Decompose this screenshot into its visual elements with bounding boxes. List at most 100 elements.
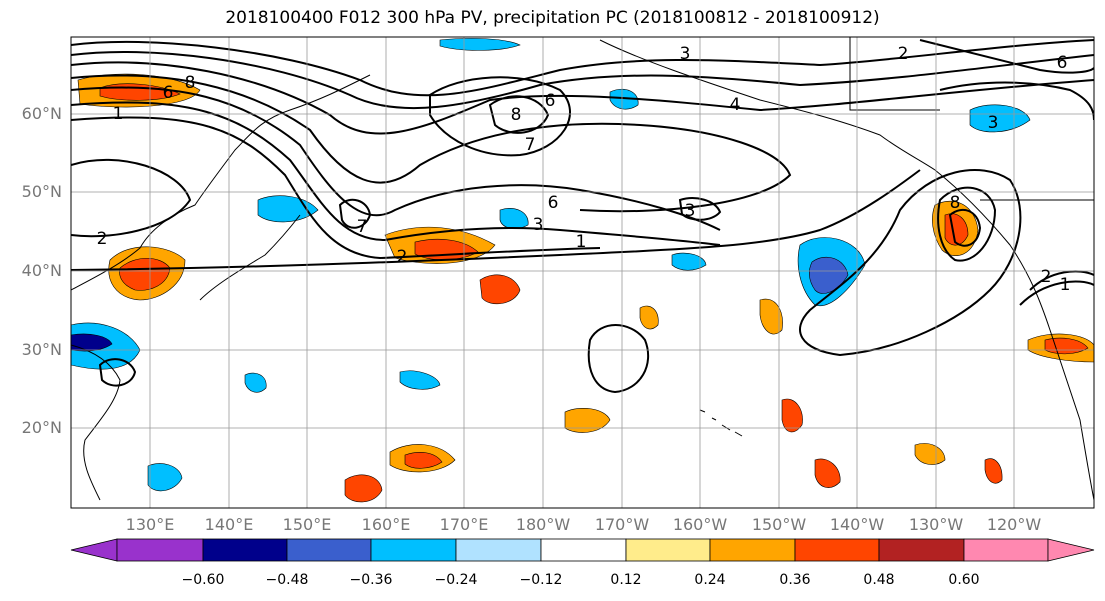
colorbar-tick-label: −0.60: [181, 572, 225, 588]
contour-label: 2: [1041, 267, 1052, 287]
lat-label: 20°N: [21, 418, 62, 437]
contour-label: 3: [680, 44, 691, 64]
colorbar-tick-label: 0.48: [863, 572, 895, 588]
colorbar-cell: [370, 538, 457, 562]
precip-positive-blob: [479, 274, 521, 305]
lon-label: 130°W: [908, 515, 964, 534]
lat-label: 40°N: [21, 261, 62, 280]
colorbar-tick-label: −0.36: [349, 572, 393, 588]
colorbar-tick-label: 0.60: [948, 572, 980, 588]
colorbar-cell: [116, 538, 204, 562]
contour-label: 2: [397, 247, 408, 267]
colorbar-cell: [1047, 538, 1095, 562]
asia-coastline: [71, 74, 371, 291]
colorbar-tick-label: −0.12: [519, 572, 563, 588]
colorbar-cell: [625, 538, 711, 562]
contour-label: 8: [185, 73, 196, 93]
colorbar-cell: [540, 538, 627, 562]
contour-label: 7: [357, 217, 368, 237]
map-background: [71, 37, 1094, 508]
colorbar-cell: [455, 538, 542, 562]
colorbar-cell: [878, 538, 965, 562]
colorbar-tick-label: −0.48: [265, 572, 309, 588]
contour-label: 3: [988, 113, 999, 133]
alaska-coastline: [599, 39, 936, 171]
precip-negative-blob: [969, 104, 1031, 133]
precip-negative-blob: [499, 208, 529, 229]
lon-label: 160°W: [672, 515, 728, 534]
colorbar-cell: [70, 538, 118, 562]
lon-label: 180°W: [515, 515, 571, 534]
colorbar: [70, 538, 1095, 562]
contour-label: 6: [545, 91, 556, 111]
contour-label: 8: [950, 193, 961, 213]
precip-negative-blob: [399, 370, 441, 390]
lon-label: 150°E: [282, 515, 332, 534]
contour-label: 1: [576, 232, 587, 252]
colorbar-tick-label: −0.24: [434, 572, 478, 588]
precip-positive-blob: [914, 443, 946, 465]
colorbar-cell: [286, 538, 372, 562]
colorbar-cell: [963, 538, 1049, 562]
coastlines: [71, 37, 1094, 501]
precip-positive-blob: [119, 257, 171, 291]
precip-negative-blob: [809, 256, 849, 294]
contour-label: 1: [1060, 275, 1071, 295]
lon-label: 120°W: [986, 515, 1042, 534]
colorbar-cell: [202, 538, 288, 562]
usa-border: [849, 37, 1094, 201]
precip-negative-blob: [609, 88, 639, 110]
colorbar-tick-label: 0.36: [779, 572, 811, 588]
precip-positive-blob: [781, 398, 803, 433]
precip-positive-blob: [639, 305, 659, 330]
colorbar-cell: [709, 538, 796, 562]
lon-label: 140°E: [204, 515, 254, 534]
contour-label: 2: [898, 44, 909, 64]
gridlines: [71, 37, 1094, 508]
colorbar-tick-label: 0.12: [610, 572, 642, 588]
lon-label: 170°W: [594, 515, 650, 534]
chart-title: 2018100400 F012 300 hPa PV, precipitatio…: [225, 8, 880, 28]
contour-labels: 1 2 3 6 8 7 4 1 2 3 6 8 2 3 6 1 2 7 6 8 …: [97, 44, 1071, 295]
lon-label: 160°E: [361, 515, 411, 534]
lon-label: 150°W: [751, 515, 807, 534]
precip-negative-blob: [147, 463, 183, 492]
contour-label: 3: [685, 201, 696, 221]
contour-label: 2: [97, 229, 108, 249]
lon-label: 170°E: [439, 515, 489, 534]
contour-label: 1: [113, 104, 124, 124]
precip-positive-blob: [404, 452, 443, 469]
precip-positive-blob: [564, 407, 611, 433]
precip-shading: [71, 38, 1094, 503]
precip-positive-blob: [344, 474, 383, 503]
contour-label: 6: [548, 193, 559, 213]
north-america-coastline: [934, 169, 1094, 501]
precip-negative-blob: [244, 372, 267, 393]
precip-negative-blob: [439, 38, 521, 51]
map-frame: [70, 36, 1095, 509]
lon-label: 140°W: [829, 515, 885, 534]
lat-label: 60°N: [21, 104, 62, 123]
lat-label: 50°N: [21, 182, 62, 201]
precip-positive-blob: [814, 458, 841, 488]
map-area: 1 2 3 6 8 7 4 1 2 3 6 8 2 3 6 1 2 7 6 8 …: [71, 37, 1094, 508]
contour-label: 6: [163, 83, 174, 103]
pv-contours: [71, 39, 1094, 394]
precip-positive-blob: [759, 298, 783, 335]
hawaii-islands: [699, 409, 743, 437]
contour-label: 6: [1057, 53, 1068, 73]
precip-negative-blob: [71, 333, 113, 352]
lon-label: 130°E: [125, 515, 175, 534]
colorbar-tick-label: 0.24: [694, 572, 726, 588]
contour-label: 4: [730, 95, 741, 115]
contour-label: 8: [511, 105, 522, 125]
precip-positive-blob: [984, 458, 1003, 484]
contour-label: 3: [533, 215, 544, 235]
precip-negative-blob: [671, 252, 707, 271]
china-coastline: [71, 344, 121, 501]
lat-label: 30°N: [21, 340, 62, 359]
contour-label: 7: [525, 135, 536, 155]
japan-coastline: [199, 214, 301, 301]
colorbar-cell: [794, 538, 880, 562]
